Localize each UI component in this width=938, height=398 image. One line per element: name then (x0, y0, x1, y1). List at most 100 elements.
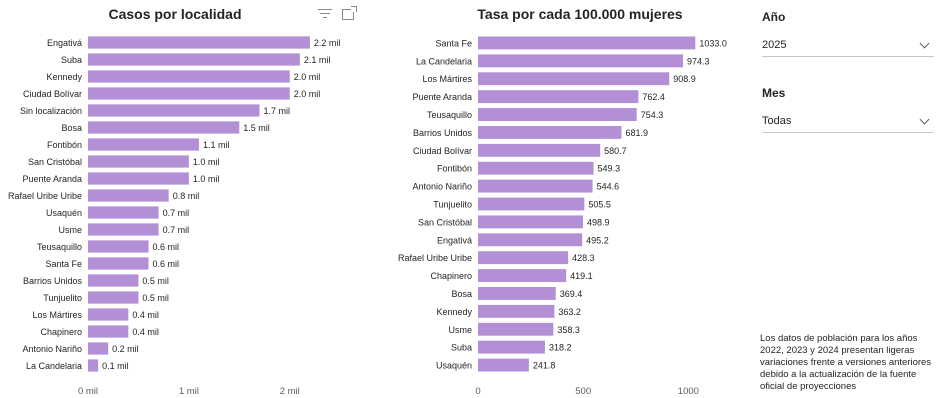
category-label: Santa Fe (435, 38, 472, 48)
category-label: San Cristóbal (418, 217, 472, 227)
data-label: 1.0 mil (193, 174, 220, 184)
bar[interactable] (88, 104, 260, 117)
category-label: Kennedy (46, 72, 82, 82)
data-label: 0.2 mil (112, 344, 139, 354)
bar[interactable] (478, 251, 569, 265)
bar[interactable] (478, 287, 556, 300)
bar[interactable] (88, 121, 240, 134)
data-label: 0.7 mil (163, 208, 190, 218)
bar[interactable] (88, 189, 169, 202)
category-label: Ciudad Bolívar (23, 89, 82, 99)
data-label: 358.3 (557, 325, 580, 335)
bar[interactable] (88, 257, 149, 270)
bar[interactable] (478, 143, 601, 157)
bar[interactable] (88, 240, 149, 253)
data-label: 428.3 (572, 253, 595, 263)
category-label: Engativá (437, 235, 472, 245)
data-label: 363.2 (558, 307, 581, 317)
chevron-down-icon (919, 38, 930, 48)
bar-chart-tasa: Santa Fe 1033.0 La Candelaria 974.3 Los Márt… (398, 36, 727, 397)
data-label: 2.2 mil (314, 38, 340, 48)
bar[interactable] (88, 36, 310, 49)
chart-title-tasa: Tasa por cada 100.000 mujeres (477, 6, 683, 22)
x-tick-label: 1 mil (179, 386, 199, 397)
data-label: 1033.0 (699, 38, 727, 48)
category-label: Antonio Nariño (22, 344, 82, 354)
data-label: 0.1 mil (102, 361, 129, 371)
category-label: Fontibón (47, 140, 82, 150)
slicer-mes-dropdown[interactable]: Todas (762, 110, 934, 133)
bar[interactable] (478, 54, 683, 68)
bar[interactable] (478, 90, 639, 104)
category-label: Teusaquillo (427, 110, 472, 120)
bar[interactable] (478, 72, 670, 86)
data-label: 241.8 (533, 361, 556, 371)
category-label: Usaquén (46, 208, 82, 218)
data-label: 549.3 (598, 164, 621, 174)
bar[interactable] (478, 215, 583, 229)
category-label: Usaquén (436, 361, 472, 371)
bar[interactable] (478, 36, 696, 50)
bar[interactable] (478, 340, 545, 354)
category-label: San Cristóbal (28, 157, 82, 167)
data-label: 498.9 (587, 217, 610, 227)
data-label: 1.7 mil (263, 106, 290, 116)
bar[interactable] (88, 291, 139, 304)
category-label: Ciudad Bolívar (413, 146, 472, 156)
category-label: Engativá (47, 38, 82, 48)
bar[interactable] (88, 308, 129, 321)
slicer-anio-value: 2025 (762, 39, 787, 51)
category-label: Puente Aranda (22, 174, 82, 184)
slicer-anio-dropdown[interactable]: 2025 (762, 34, 934, 57)
bar[interactable] (88, 87, 290, 100)
data-label: 0.4 mil (132, 310, 159, 320)
bar[interactable] (88, 274, 139, 287)
category-label: Los Mártires (32, 310, 82, 320)
bar[interactable] (478, 358, 529, 372)
data-label: 0.5 mil (142, 276, 169, 286)
category-label: Tunjuelito (433, 200, 472, 210)
bar[interactable] (88, 359, 99, 372)
data-label: 495.2 (586, 235, 609, 245)
data-label: 754.3 (641, 110, 664, 120)
category-label: Chapinero (40, 327, 82, 337)
data-label: 681.9 (625, 128, 648, 138)
bar[interactable] (88, 223, 159, 236)
visual-header (318, 6, 357, 22)
bar[interactable] (478, 233, 583, 247)
bar[interactable] (478, 179, 593, 193)
bar[interactable] (88, 342, 109, 355)
slicer-mes: Mes Todas (762, 86, 934, 133)
bar[interactable] (478, 269, 567, 283)
category-label: Tunjuelito (43, 293, 82, 303)
bar[interactable] (478, 108, 637, 121)
category-label: Suba (451, 343, 472, 353)
category-label: Teusaquillo (37, 242, 82, 252)
bar[interactable] (88, 155, 189, 168)
bar[interactable] (88, 206, 159, 219)
filter-icon[interactable] (318, 9, 332, 22)
chart-title-casos: Casos por localidad (108, 6, 242, 22)
focus-mode-icon[interactable] (342, 6, 357, 20)
category-label: Los Mártires (422, 74, 472, 84)
bar[interactable] (478, 161, 594, 175)
data-label: 908.9 (673, 74, 696, 84)
category-label: La Candelaria (416, 56, 472, 66)
bar[interactable] (478, 197, 585, 211)
bar[interactable] (478, 125, 622, 139)
x-tick-label: 1000 (678, 386, 699, 397)
data-label: 0.8 mil (173, 191, 200, 201)
bar[interactable] (88, 325, 129, 338)
bar[interactable] (478, 304, 555, 318)
category-label: Sin localización (20, 106, 82, 116)
bar[interactable] (88, 70, 290, 83)
category-label: Fontibón (437, 164, 472, 174)
slicer-anio-title: Año (762, 10, 786, 24)
data-label: 762.4 (642, 92, 665, 102)
bar[interactable] (88, 138, 199, 151)
bar[interactable] (88, 53, 300, 66)
bar[interactable] (88, 172, 189, 185)
category-label: Bosa (451, 289, 472, 299)
bar[interactable] (478, 322, 554, 336)
x-tick-label: 0 mil (78, 386, 98, 397)
